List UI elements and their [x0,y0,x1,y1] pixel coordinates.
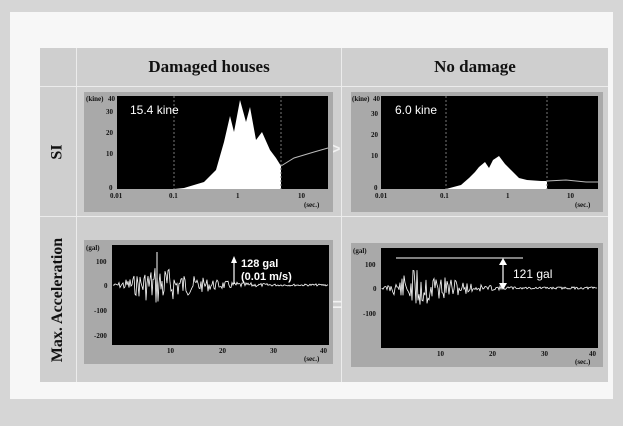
figure-card: Damaged houses No damage SI Max. Acceler… [10,12,613,399]
y-unit-label: (gal) [353,247,367,255]
comparison-table: Damaged houses No damage SI Max. Acceler… [40,48,608,382]
si-value-label: 6.0 kine [395,103,437,117]
y-tick: 10 [106,150,114,158]
x-tick: 10 [298,192,306,200]
y-unit-label: (gal) [86,244,100,252]
divider [40,216,608,217]
y-tick: 20 [106,129,114,137]
acceleration-waveform [381,269,597,305]
row-header-acceleration: Max. Acceleration [40,217,76,382]
y-tick: -100 [94,307,107,315]
x-tick: 40 [589,350,597,358]
x-unit-label: (sec.) [575,358,591,366]
si-curve-tail [280,147,329,167]
y-tick: -100 [363,310,376,318]
x-tick: 20 [489,350,497,358]
plot-area [112,245,329,345]
acc-damaged-plot: (gal) 100 0 -100 -200 10 20 30 40 (sec.)… [84,240,333,364]
acceleration-waveform [112,268,329,303]
row-label-si: SI [49,143,66,160]
x-unit-label: (sec.) [304,355,320,363]
acc-value-label: 121 gal [513,267,552,281]
x-tick: 30 [541,350,549,358]
divider [76,48,77,382]
row-header-si: SI [40,87,76,216]
si-no-damage-plot: (kine) 40 30 20 10 0 0.01 0.1 1 10 (sec.… [351,92,603,212]
y-tick: 0 [109,184,113,192]
divider [40,86,608,87]
x-tick: 1 [236,192,240,200]
x-tick: 0.01 [375,192,388,200]
si-area [381,156,547,189]
x-tick: 10 [437,350,445,358]
divider [341,48,342,382]
equal-symbol: = [330,292,343,317]
x-tick: 30 [270,347,278,355]
y-tick: 0 [373,285,377,293]
x-tick: 0.1 [169,192,178,200]
y-tick: 100 [96,258,107,266]
x-unit-label: (sec.) [575,201,591,209]
x-unit-label: (sec.) [304,201,320,209]
y-unit-label: (kine) [352,95,370,103]
x-tick: 10 [567,192,575,200]
x-tick: 0.1 [440,192,449,200]
x-tick: 10 [167,347,175,355]
x-tick: 40 [320,347,328,355]
si-curve-tail [546,179,598,183]
y-tick: 0 [104,282,108,290]
y-tick: 10 [371,152,379,160]
column-header-damaged: Damaged houses [148,57,270,76]
plot-area [381,248,598,348]
y-tick: 30 [106,108,114,116]
x-tick: 1 [506,192,510,200]
y-tick: 40 [108,95,116,103]
acc-value-label: 128 gal [241,258,278,270]
x-tick: 0.01 [110,192,123,200]
y-unit-label: (kine) [86,95,104,103]
arrow-head [499,258,507,265]
y-tick: 30 [371,110,379,118]
si-value-label: 15.4 kine [130,103,179,117]
acc-sub-label: (0.01 m/s) [241,271,292,283]
arrow-head [231,256,237,263]
acc-no-damage-plot: (gal) 100 0 -100 10 20 30 40 (sec.) 121 … [351,243,603,367]
column-header-no-damage: No damage [434,57,516,76]
row-label-acceleration: Max. Acceleration [49,237,66,362]
y-tick: 100 [365,261,376,269]
x-tick: 20 [219,347,227,355]
si-damaged-plot: (kine) 30 20 10 0 40 0.01 0.1 1 10 (sec.… [84,92,333,212]
y-tick: -200 [94,332,107,340]
y-tick: 0 [374,184,378,192]
arrow-head [499,283,507,290]
y-tick: 20 [371,131,379,139]
si-area [117,100,281,189]
y-tick: 40 [373,95,381,103]
